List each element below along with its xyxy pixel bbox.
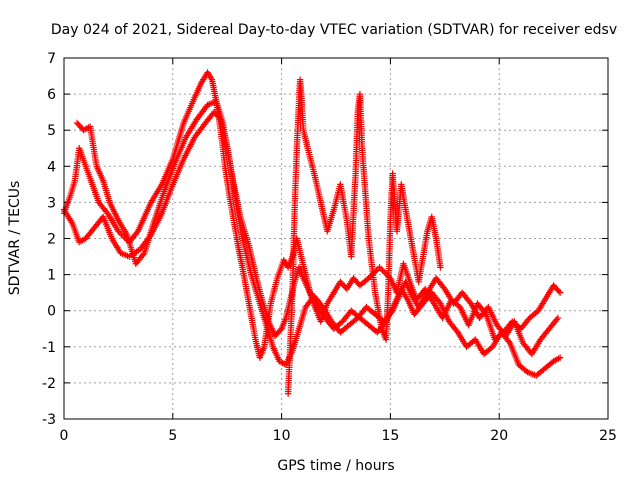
y-tick-label: 4 (47, 159, 56, 175)
x-tick-label: 25 (599, 428, 617, 444)
data-point-plus (556, 354, 564, 361)
x-tick-label: 15 (381, 428, 399, 444)
y-tick-label: 1 (47, 268, 56, 284)
y-tick-label: 6 (47, 87, 56, 103)
y-tick-label: -1 (42, 340, 56, 356)
series-A (60, 69, 564, 361)
y-tick-label: 0 (47, 304, 56, 320)
data-point-plus (376, 264, 383, 271)
data-point-plus (363, 276, 371, 283)
grid-lines (64, 58, 608, 419)
x-tick-label: 5 (168, 428, 177, 444)
series-B (60, 108, 564, 379)
data-point-plus (437, 264, 444, 271)
y-tick-label: 3 (47, 195, 56, 211)
data-point-plus (377, 265, 385, 273)
x-tick-label: 10 (273, 428, 291, 444)
x-axis-label: GPS time / hours (277, 458, 394, 474)
series-D (284, 76, 444, 397)
y-axis-label: SDTVAR / TECUs (7, 181, 23, 296)
y-tick-label: 7 (47, 51, 56, 67)
x-tick-label: 0 (60, 428, 69, 444)
y-tick-label: 5 (47, 123, 56, 139)
data-series (60, 69, 564, 397)
data-point-plus (556, 289, 564, 296)
data-point-plus (277, 326, 284, 334)
data-point-plus (555, 288, 563, 295)
data-point-plus (379, 267, 386, 274)
y-tick-label: -2 (42, 376, 56, 392)
plot-frame (63, 57, 609, 420)
data-point-plus (554, 314, 562, 322)
x-tick-label: 20 (490, 428, 508, 444)
y-tick-label: 2 (47, 232, 56, 248)
data-point-plus (380, 268, 388, 276)
series-C (73, 98, 562, 369)
axes: 0 5 10 15 20 25 -3 -2 -1 0 1 2 3 4 5 6 7 (42, 51, 617, 444)
chart-title: Day 024 of 2021, Sidereal Day-to-day VTE… (51, 22, 617, 38)
y-tick-label: -3 (42, 412, 56, 428)
